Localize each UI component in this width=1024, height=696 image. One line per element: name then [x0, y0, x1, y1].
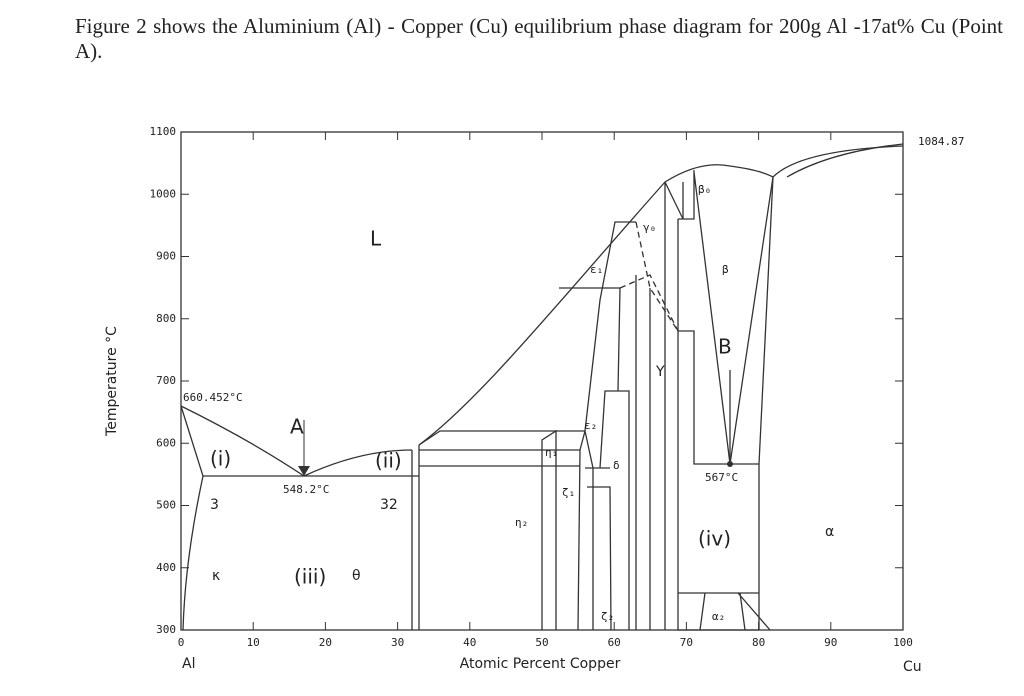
y-tick-label: 600	[156, 436, 176, 449]
annotation: 567°C	[705, 471, 738, 484]
x-tick-label: 10	[247, 636, 260, 649]
x-axis-label: Atomic Percent Copper	[460, 656, 621, 672]
annotation: β₀	[698, 183, 711, 196]
intro-text: Figure 2 shows the Aluminium (Al) - Copp…	[75, 14, 1003, 63]
x-tick-label: 60	[608, 636, 621, 649]
x-tick-label: 50	[535, 636, 548, 649]
y-tick-label: 700	[156, 374, 176, 387]
annotation: (iii)	[294, 565, 326, 589]
annotation: 548.2°C	[283, 483, 329, 496]
annotation: β	[722, 263, 729, 276]
y-tick-label: 300	[156, 623, 176, 636]
annotation: ζ₁	[562, 486, 575, 499]
x-right-label: Cu	[903, 659, 922, 675]
annotation: η₂	[515, 516, 528, 529]
annotation: ε₁	[590, 263, 603, 276]
annotation: δ	[613, 459, 620, 472]
x-tick-label: 20	[319, 636, 332, 649]
x-tick-label: 30	[391, 636, 404, 649]
x-left-label: Al	[182, 656, 195, 672]
annotation: (i)	[210, 447, 231, 471]
annotation: B	[718, 335, 732, 359]
annotation: 1084.87	[918, 135, 964, 148]
annotation: θ	[352, 568, 361, 584]
x-tick-label: 80	[752, 636, 765, 649]
x-tick-label: 100	[893, 636, 913, 649]
annotations: L 660.452°C A 548.2°C (i) (ii) 3 32 (iii) κ θ Y B 567…	[183, 135, 964, 623]
annotation: α₂	[712, 610, 725, 623]
annotation: (iv)	[698, 527, 731, 551]
y-tick-label: 900	[156, 250, 176, 263]
annotation: ζ₂	[601, 610, 614, 623]
y-tick-label: 1100	[150, 125, 177, 138]
x-tick-label: 40	[463, 636, 476, 649]
annotation: 32	[380, 497, 398, 513]
diagram-lines	[180, 131, 904, 631]
x-tick-label: 0	[178, 636, 185, 649]
annotation: A	[290, 415, 304, 439]
x-tick-label: 70	[680, 636, 693, 649]
annotation: 660.452°C	[183, 391, 243, 404]
y-tick-label: 800	[156, 312, 176, 325]
annotation: η₁	[545, 446, 558, 459]
annotation: α	[825, 524, 834, 540]
y-tick-label: 400	[156, 561, 176, 574]
annotation: 3	[210, 497, 219, 513]
y-axis-label: Temperature °C	[104, 326, 120, 437]
annotation: (ii)	[375, 449, 402, 473]
y-ticks: 300 400 500 600 700 800 900 1000 1100	[150, 125, 903, 636]
annotation: κ	[212, 568, 220, 584]
markers	[298, 420, 733, 476]
x-tick-label: 90	[824, 636, 837, 649]
y-tick-label: 500	[156, 499, 176, 512]
annotation: ε₂	[584, 419, 597, 432]
annotation: L	[370, 227, 382, 251]
x-ticks: 0 10 20 30 40 50 60 70 80 90 100	[178, 132, 913, 649]
y-tick-label: 1000	[150, 187, 177, 200]
annotation: Y	[655, 364, 665, 380]
annotation: γ₀	[643, 221, 656, 234]
